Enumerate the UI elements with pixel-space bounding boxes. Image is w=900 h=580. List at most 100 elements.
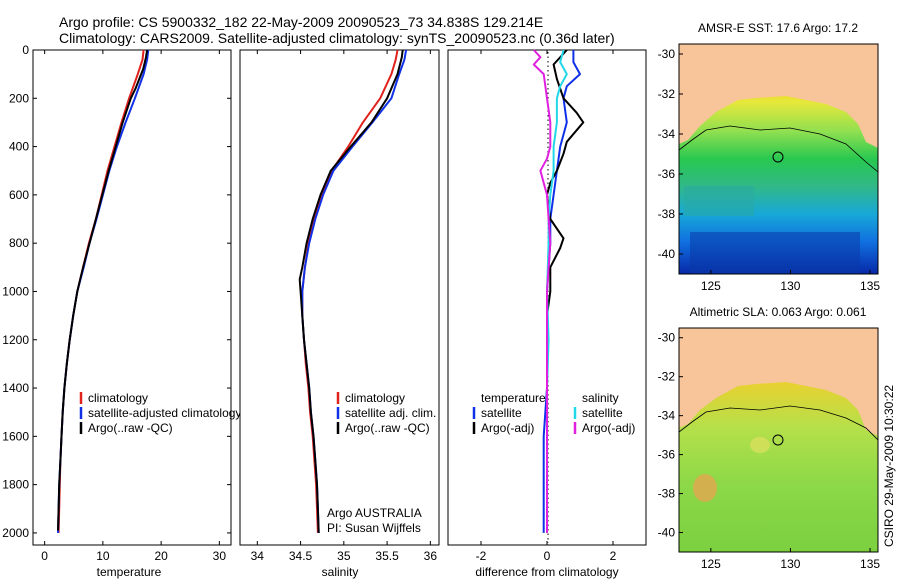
- sst-map-y-ticks: -30 -32 -34 -36 -38 -40: [658, 47, 683, 261]
- y-tick-label: 1000: [2, 284, 29, 298]
- sla-map-panel: Altimetric SLA: 0.063 Argo: 0.061 -30 -32…: [658, 305, 881, 571]
- temperature-legend: climatology satellite-adjusted climatolo…: [79, 391, 241, 435]
- header-line-2: Climatology: CARS2009. Satellite-adjuste…: [59, 30, 615, 46]
- sla-land: [679, 328, 878, 436]
- sst-deep-patch: [690, 232, 860, 274]
- sst-map-panel: AMSR-E SST: 17.6 Argo: 17.2 -30 -32 -34 -36…: [658, 21, 881, 293]
- sst-isoline: [679, 125, 878, 173]
- temperature-xlabel: temperature: [97, 565, 162, 579]
- x-tick-label: 0: [41, 549, 48, 563]
- x-tick-label: -2: [476, 549, 487, 563]
- sla-isoline: [679, 405, 878, 441]
- map-y-tick-label: -36: [658, 167, 676, 181]
- sla-argo-marker: [772, 434, 784, 446]
- map-x-tick-label: 125: [701, 279, 721, 293]
- x-tick-label: 0: [544, 549, 551, 563]
- series-line-argo-raw-qc: [57, 49, 149, 531]
- y-tick-label: 1200: [2, 333, 29, 347]
- salinity-xlabel: salinity: [322, 565, 359, 579]
- map-x-tick-label: 130: [780, 279, 800, 293]
- sst-mid-patch: [684, 186, 754, 216]
- header-line-1: Argo profile: CS 5900332_182 22-May-2009…: [59, 14, 543, 30]
- legend-label-argo: Argo(..raw -QC): [88, 421, 173, 435]
- sst-map-title: AMSR-E SST: 17.6 Argo: 17.2: [698, 21, 858, 35]
- sla-map-frame: [678, 327, 879, 553]
- map-y-tick-label: -30: [658, 331, 676, 345]
- y-tick-label: 0: [22, 43, 29, 57]
- legend-label-sal-argo: Argo(-adj): [582, 421, 635, 435]
- map-y-tick-label: -38: [658, 207, 676, 221]
- salinity-lines: [298, 49, 408, 533]
- temperature-axes-box: [32, 49, 232, 546]
- map-y-tick-label: -32: [658, 87, 676, 101]
- legend-label-temp-satellite: satellite: [481, 406, 522, 420]
- legend-label-temp-argo: Argo(-adj): [481, 421, 534, 435]
- map-y-tick-label: -32: [658, 370, 676, 384]
- x-tick-label: 36: [424, 549, 438, 563]
- salinity-panel: 34 34.5 35 35.5 36 salinity climatology sate…: [239, 49, 440, 579]
- sla-yellow-spot: [750, 437, 770, 453]
- series-line-temperature-satellite: [542, 50, 581, 533]
- map-y-tick-label: -30: [658, 47, 676, 61]
- difference-x-ticks: -2 0 2: [476, 50, 617, 563]
- map-y-tick-label: -34: [658, 127, 676, 141]
- sst-argo-marker: [772, 151, 784, 163]
- sla-map-y-ticks: -30 -32 -34 -36 -38 -40: [658, 331, 683, 540]
- difference-lines: [532, 49, 585, 533]
- sla-map-x-ticks: 125 130 135: [701, 548, 880, 571]
- temperature-lines: [57, 49, 150, 533]
- map-y-tick-label: -40: [658, 247, 676, 261]
- y-tick-label: 1600: [2, 429, 29, 443]
- y-tick-label: 2000: [2, 526, 29, 540]
- salinity-legend: climatology satellite adj. clim. Argo(..…: [336, 391, 436, 435]
- map-x-tick-label: 125: [701, 557, 721, 571]
- side-stamp: CSIRO 29-May-2009 10:30:22: [882, 385, 896, 547]
- temperature-x-ticks: 0 10 20 30: [41, 50, 226, 563]
- y-tick-label: 1400: [2, 381, 29, 395]
- map-y-tick-label: -36: [658, 448, 676, 462]
- sla-warm-spot: [693, 474, 717, 502]
- legend-heading-temperature: temperature: [481, 391, 546, 405]
- sst-map-frame: [678, 43, 879, 275]
- map-y-tick-label: -34: [658, 409, 676, 423]
- difference-xlabel: difference from climatology: [475, 565, 618, 579]
- y-tick-label: 600: [9, 188, 29, 202]
- annotation-pi: PI: Susan Wijffels: [327, 521, 421, 535]
- legend-label-climatology: climatology: [345, 391, 405, 405]
- series-line-argo-raw-qc: [298, 49, 404, 533]
- x-tick-label: 34.5: [289, 549, 313, 563]
- x-tick-label: 2: [610, 549, 617, 563]
- y-tick-label: 800: [9, 236, 29, 250]
- sst-map-x-ticks: 125 130 135: [701, 270, 880, 293]
- map-y-tick-label: -40: [658, 526, 676, 540]
- map-x-tick-label: 130: [780, 557, 800, 571]
- y-tick-label: 1800: [2, 478, 29, 492]
- legend-label-climatology: climatology: [88, 391, 148, 405]
- legend-heading-salinity: salinity: [582, 391, 619, 405]
- y-tick-label: 400: [9, 140, 29, 154]
- x-tick-label: 35: [337, 549, 351, 563]
- difference-panel: -2 0 2 difference from climatology tempera…: [447, 49, 647, 579]
- series-line-salinity-argo-adj: [532, 49, 552, 533]
- legend-label-sal-satellite: satellite: [582, 406, 623, 420]
- map-y-tick-label: -38: [658, 487, 676, 501]
- sla-map-title: Altimetric SLA: 0.063 Argo: 0.061: [690, 305, 867, 319]
- x-tick-label: 35.5: [375, 549, 399, 563]
- legend-label-satellite: satellite adj. clim.: [345, 406, 436, 420]
- x-tick-label: 34: [251, 549, 265, 563]
- difference-legend: temperature satellite Argo(-adj) salinit…: [472, 391, 635, 435]
- salinity-x-ticks: 34 34.5 35 35.5 36: [251, 50, 438, 563]
- legend-label-argo: Argo(..raw -QC): [345, 421, 430, 435]
- map-x-tick-label: 135: [860, 279, 880, 293]
- x-tick-label: 20: [154, 549, 168, 563]
- x-tick-label: 10: [96, 549, 110, 563]
- annotation-argo-australia: Argo AUSTRALIA: [327, 506, 422, 520]
- x-tick-label: 30: [213, 549, 227, 563]
- y-tick-label: 200: [9, 91, 29, 105]
- legend-label-satellite: satellite-adjusted climatology: [88, 406, 241, 420]
- map-x-tick-label: 135: [860, 557, 880, 571]
- salinity-axes-box: [239, 49, 440, 546]
- sst-land: [679, 44, 878, 148]
